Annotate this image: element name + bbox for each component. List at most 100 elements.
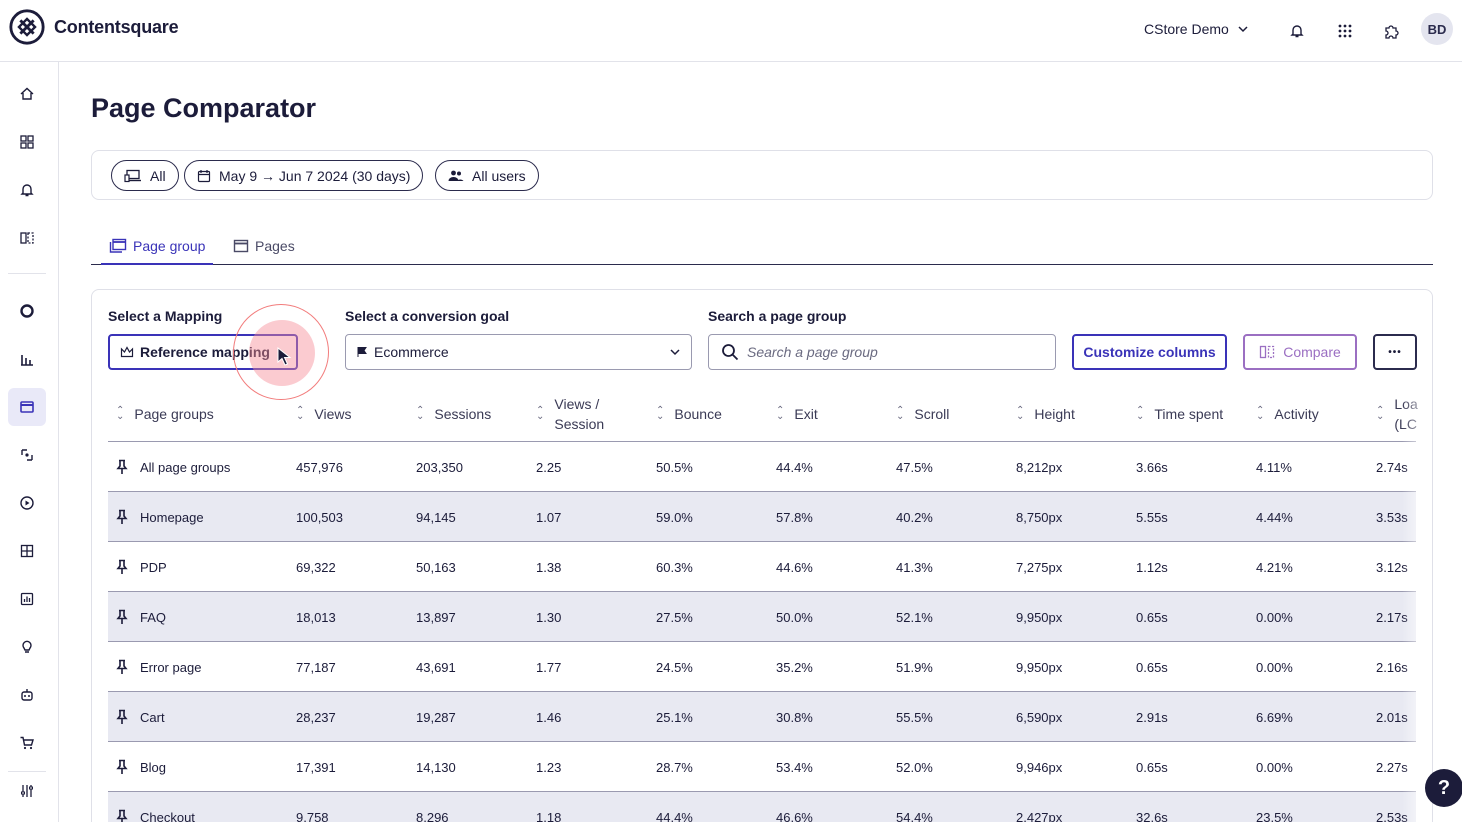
table-row[interactable]: FAQ 18,013 13,897 1.30 27.5% 50.0% 52.1% 9,950p…	[108, 592, 1416, 642]
col-sessions[interactable]: ⌃ ⌄ Sessions	[416, 405, 492, 423]
table-cell: 1.30	[536, 609, 562, 625]
sidebar-analysis-icon[interactable]	[8, 292, 46, 330]
logo[interactable]: Contentsquare	[8, 8, 179, 46]
sidebar-journey-icon[interactable]	[8, 436, 46, 474]
col-bounce[interactable]: ⌃ ⌄ Bounce	[656, 405, 722, 423]
table-cell: 43,691	[416, 659, 456, 675]
sidebar-compare-icon[interactable]	[8, 219, 46, 257]
sidebar-bar-chart-icon[interactable]	[8, 340, 46, 378]
flag-icon	[357, 347, 367, 357]
table-cell: 2,427px	[1016, 809, 1063, 822]
page-group-name: Homepage	[140, 509, 204, 525]
sort-icon: ⌃ ⌄	[896, 405, 905, 422]
help-button[interactable]: ?	[1425, 769, 1462, 807]
user-avatar[interactable]: BD	[1421, 13, 1453, 45]
table-cell: 44.6%	[776, 559, 813, 575]
table-cell: 47.5%	[896, 459, 933, 475]
sidebar-bot-icon[interactable]	[8, 676, 46, 714]
devices-icon	[124, 169, 141, 182]
pin-icon[interactable]	[116, 809, 128, 822]
table-body: All page groups 457,976 203,350 2.25 50.5% 44…	[108, 442, 1416, 822]
table-row[interactable]: All page groups 457,976 203,350 2.25 50.5% 44…	[108, 442, 1416, 492]
sidebar-reports-icon[interactable]	[8, 580, 46, 618]
sidebar-insights-bulb-icon[interactable]	[8, 628, 46, 666]
col-height[interactable]: ⌃ ⌄ Height	[1016, 405, 1075, 423]
customize-columns-button[interactable]: Customize columns	[1072, 334, 1227, 370]
table-cell: 1.18	[536, 809, 562, 822]
table-cell: 28,237	[296, 709, 336, 725]
sidebar-home-icon[interactable]	[8, 75, 46, 113]
col-time-spent[interactable]: ⌃ ⌄ Time spent	[1136, 405, 1224, 423]
table-cell: 1.46	[536, 709, 562, 725]
table-cell: 8,296	[416, 809, 449, 822]
table-cell: 1.07	[536, 509, 562, 525]
sidebar-alerts-icon[interactable]	[8, 171, 46, 209]
pin-icon[interactable]	[116, 509, 128, 525]
col-page-groups[interactable]: ⌃ ⌄ Page groups	[116, 405, 214, 423]
notifications-bell-icon[interactable]	[1284, 18, 1310, 44]
table-cell: 52.1%	[896, 609, 933, 625]
pin-icon[interactable]	[116, 759, 128, 775]
mapping-select[interactable]: Reference mapping	[108, 334, 298, 370]
col-load-time[interactable]: ⌃ ⌄ Loa (LC	[1376, 396, 1418, 432]
extensions-puzzle-icon[interactable]	[1379, 18, 1405, 44]
table-cell: 4.11%	[1256, 459, 1292, 475]
sidebar-dashboards-icon[interactable]	[8, 123, 46, 161]
table-cell: 14,130	[416, 759, 456, 775]
segment-chip[interactable]: All users	[435, 160, 539, 191]
table-row[interactable]: Blog 17,391 14,130 1.23 28.7% 53.4% 52.0% 9,946…	[108, 742, 1416, 792]
sidebar-zoning-icon[interactable]	[8, 532, 46, 570]
pin-icon[interactable]	[116, 659, 128, 675]
table-cell: 32.6s	[1136, 809, 1168, 822]
tab-pages[interactable]: Pages	[225, 228, 303, 264]
col-scroll[interactable]: ⌃ ⌄ Scroll	[896, 405, 950, 423]
table-cell: 0.00%	[1256, 759, 1293, 775]
col-activity[interactable]: ⌃ ⌄ Activity	[1256, 405, 1319, 423]
pin-icon[interactable]	[116, 459, 128, 475]
table-row[interactable]: Error page 77,187 43,691 1.77 24.5% 35.2% 51.9…	[108, 642, 1416, 692]
sidebar	[0, 62, 59, 822]
table-cell: 28.7%	[656, 759, 693, 775]
search-input[interactable]	[747, 344, 1037, 360]
table-cell: 4.44%	[1256, 509, 1293, 525]
users-icon	[448, 170, 464, 181]
table-cell: 9,758	[296, 809, 329, 822]
apps-grid-icon[interactable]	[1332, 18, 1358, 44]
goal-select[interactable]: Ecommerce	[345, 334, 692, 370]
device-filter-chip[interactable]: All	[111, 160, 179, 191]
sort-icon: ⌃ ⌄	[1016, 405, 1025, 422]
col-views[interactable]: ⌃ ⌄ Views	[296, 405, 352, 423]
table-cell: 5.55s	[1136, 509, 1168, 525]
sidebar-page-comparator-icon[interactable]	[8, 388, 46, 426]
table-row[interactable]: Checkout 9,758 8,296 1.18 44.4% 46.6% 54.4% 2,4…	[108, 792, 1416, 822]
table-cell: 53.4%	[776, 759, 813, 775]
table-cell: 52.0%	[896, 759, 933, 775]
table-cell: 2.01s	[1376, 709, 1408, 725]
compare-button[interactable]: Compare	[1243, 334, 1357, 370]
app-name: Contentsquare	[54, 16, 179, 37]
date-range-chip[interactable]: May 9 → Jun 7 2024 (30 days)	[184, 160, 424, 191]
sidebar-session-replay-icon[interactable]	[8, 484, 46, 522]
table-cell: 60.3%	[656, 559, 693, 575]
pin-icon[interactable]	[116, 609, 128, 625]
sidebar-cart-icon[interactable]	[8, 724, 46, 762]
chevron-down-icon	[670, 349, 680, 356]
pin-icon[interactable]	[116, 709, 128, 725]
search-label: Search a page group	[708, 308, 847, 324]
page-group-search	[708, 334, 1056, 370]
table-cell: 7,275px	[1016, 559, 1063, 575]
account-switcher[interactable]: CStore Demo	[1144, 21, 1249, 37]
table-cell: 18,013	[296, 609, 336, 625]
more-options-button[interactable]: •••	[1373, 334, 1417, 370]
pin-icon[interactable]	[116, 559, 128, 575]
col-views-per-session[interactable]: ⌃ ⌄ Views / Session	[536, 396, 605, 432]
col-exit[interactable]: ⌃ ⌄ Exit	[776, 405, 818, 423]
page-group-icon	[109, 238, 127, 253]
tab-page-group[interactable]: Page group	[101, 228, 214, 265]
table-row[interactable]: Homepage 100,503 94,145 1.07 59.0% 57.8% 40.2%…	[108, 492, 1416, 542]
sidebar-settings-sliders-icon[interactable]	[8, 772, 46, 810]
table-cell: 24.5%	[656, 659, 693, 675]
tab-page-group-label: Page group	[133, 237, 206, 254]
table-row[interactable]: Cart 28,237 19,287 1.46 25.1% 30.8% 55.5% 6,590…	[108, 692, 1416, 742]
table-row[interactable]: PDP 69,322 50,163 1.38 60.3% 44.6% 41.3% 7,275p…	[108, 542, 1416, 592]
